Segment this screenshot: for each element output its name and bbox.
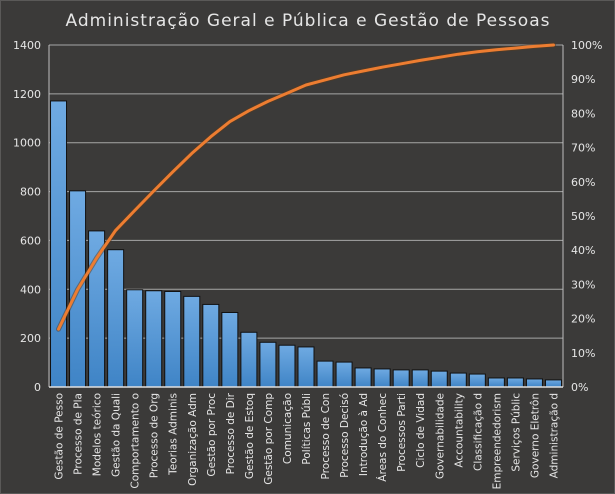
x-tick-label: Organização Adm bbox=[187, 393, 199, 486]
y2-tick-label: 30% bbox=[571, 278, 595, 291]
x-tick-label: Administração d bbox=[548, 393, 560, 478]
bar bbox=[392, 369, 410, 388]
bar bbox=[259, 341, 277, 388]
bar bbox=[468, 373, 486, 388]
bar bbox=[240, 331, 258, 388]
bar bbox=[335, 361, 353, 388]
bar bbox=[430, 370, 448, 388]
y-tick-label: 1400 bbox=[13, 39, 41, 52]
x-tick-label: Políticas Públi bbox=[301, 393, 313, 465]
x-tick-label: Classificação d bbox=[472, 393, 484, 471]
x-tick-label: Processo de Org bbox=[149, 393, 161, 478]
y-tick-label: 400 bbox=[20, 283, 41, 296]
bar bbox=[506, 377, 524, 388]
x-tick-label: Processo de Dir bbox=[225, 392, 237, 474]
x-tick-label: Processo de Con bbox=[320, 393, 332, 479]
x-tick-label: Comportamento o bbox=[130, 393, 142, 489]
x-tick-label: Processo Decisó bbox=[339, 393, 351, 478]
bar bbox=[145, 290, 163, 388]
bar bbox=[183, 295, 201, 388]
x-tick-label: Introdução à Ad bbox=[358, 393, 370, 476]
bar bbox=[126, 289, 144, 388]
y-tick-label: 600 bbox=[20, 234, 41, 247]
chart-title: Administração Geral e Pública e Gestão d… bbox=[66, 11, 551, 31]
x-tick-label: Áreas do Conhec bbox=[376, 393, 389, 482]
y-tick-label: 200 bbox=[20, 332, 41, 345]
y-tick-label: 1000 bbox=[13, 137, 41, 150]
y2-tick-label: 80% bbox=[571, 107, 595, 120]
x-tick-label: Accountability bbox=[453, 393, 465, 468]
x-tick-label: Gestão de Pesso bbox=[54, 393, 66, 480]
x-tick-label: Teorias Adminis bbox=[168, 393, 180, 476]
y2-tick-label: 40% bbox=[571, 244, 595, 257]
y2-tick-label: 90% bbox=[571, 73, 595, 86]
bar bbox=[316, 360, 334, 388]
x-tick-label: Governabilidade bbox=[434, 393, 446, 479]
bar bbox=[544, 379, 562, 388]
y-tick-label: 1200 bbox=[13, 88, 41, 101]
x-tick-label: Gestão de Estoq bbox=[244, 393, 256, 479]
y2-tick-label: 50% bbox=[571, 210, 595, 223]
bar bbox=[373, 368, 391, 388]
bar bbox=[525, 378, 543, 388]
y2-tick-label: 20% bbox=[571, 313, 595, 326]
y2-tick-label: 60% bbox=[571, 176, 595, 189]
cumulative-percent-line bbox=[57, 43, 555, 331]
x-tick-label: Processo de Pla bbox=[73, 393, 85, 475]
bar bbox=[487, 377, 505, 388]
y2-tick-label: 70% bbox=[571, 142, 595, 155]
x-tick-label: Serviços Públic bbox=[510, 393, 522, 472]
bar bbox=[354, 367, 372, 388]
y-tick-label: 0 bbox=[34, 381, 41, 394]
y-tick-label: 800 bbox=[20, 186, 41, 199]
x-tick-label: Gestão por Comp bbox=[263, 393, 275, 485]
bar bbox=[449, 372, 467, 388]
bar bbox=[202, 303, 220, 388]
x-tick-label: Empreendedorism bbox=[491, 393, 503, 489]
cumulative-line-shadow bbox=[56, 42, 556, 332]
y2-tick-label: 100% bbox=[571, 39, 602, 52]
bar bbox=[107, 249, 125, 388]
x-tick-label: Modelos teórico bbox=[92, 393, 104, 476]
x-tick-label: Governo Eletrôn bbox=[529, 393, 541, 478]
bar bbox=[50, 100, 68, 388]
bar bbox=[164, 290, 182, 388]
x-tick-label: Gestão por Proc bbox=[206, 393, 218, 477]
x-tick-label: Ciclo de Vidad bbox=[415, 393, 427, 468]
y2-tick-label: 10% bbox=[571, 347, 595, 360]
bar bbox=[278, 344, 296, 388]
x-tick-label: Comunicação bbox=[282, 393, 294, 464]
bar bbox=[411, 369, 429, 388]
bar bbox=[297, 346, 315, 388]
x-tick-label: Gestão da Quali bbox=[111, 393, 123, 477]
y2-tick-label: 0% bbox=[571, 381, 588, 394]
bar bbox=[221, 311, 239, 388]
x-tick-label: Processos Parti bbox=[396, 393, 408, 472]
